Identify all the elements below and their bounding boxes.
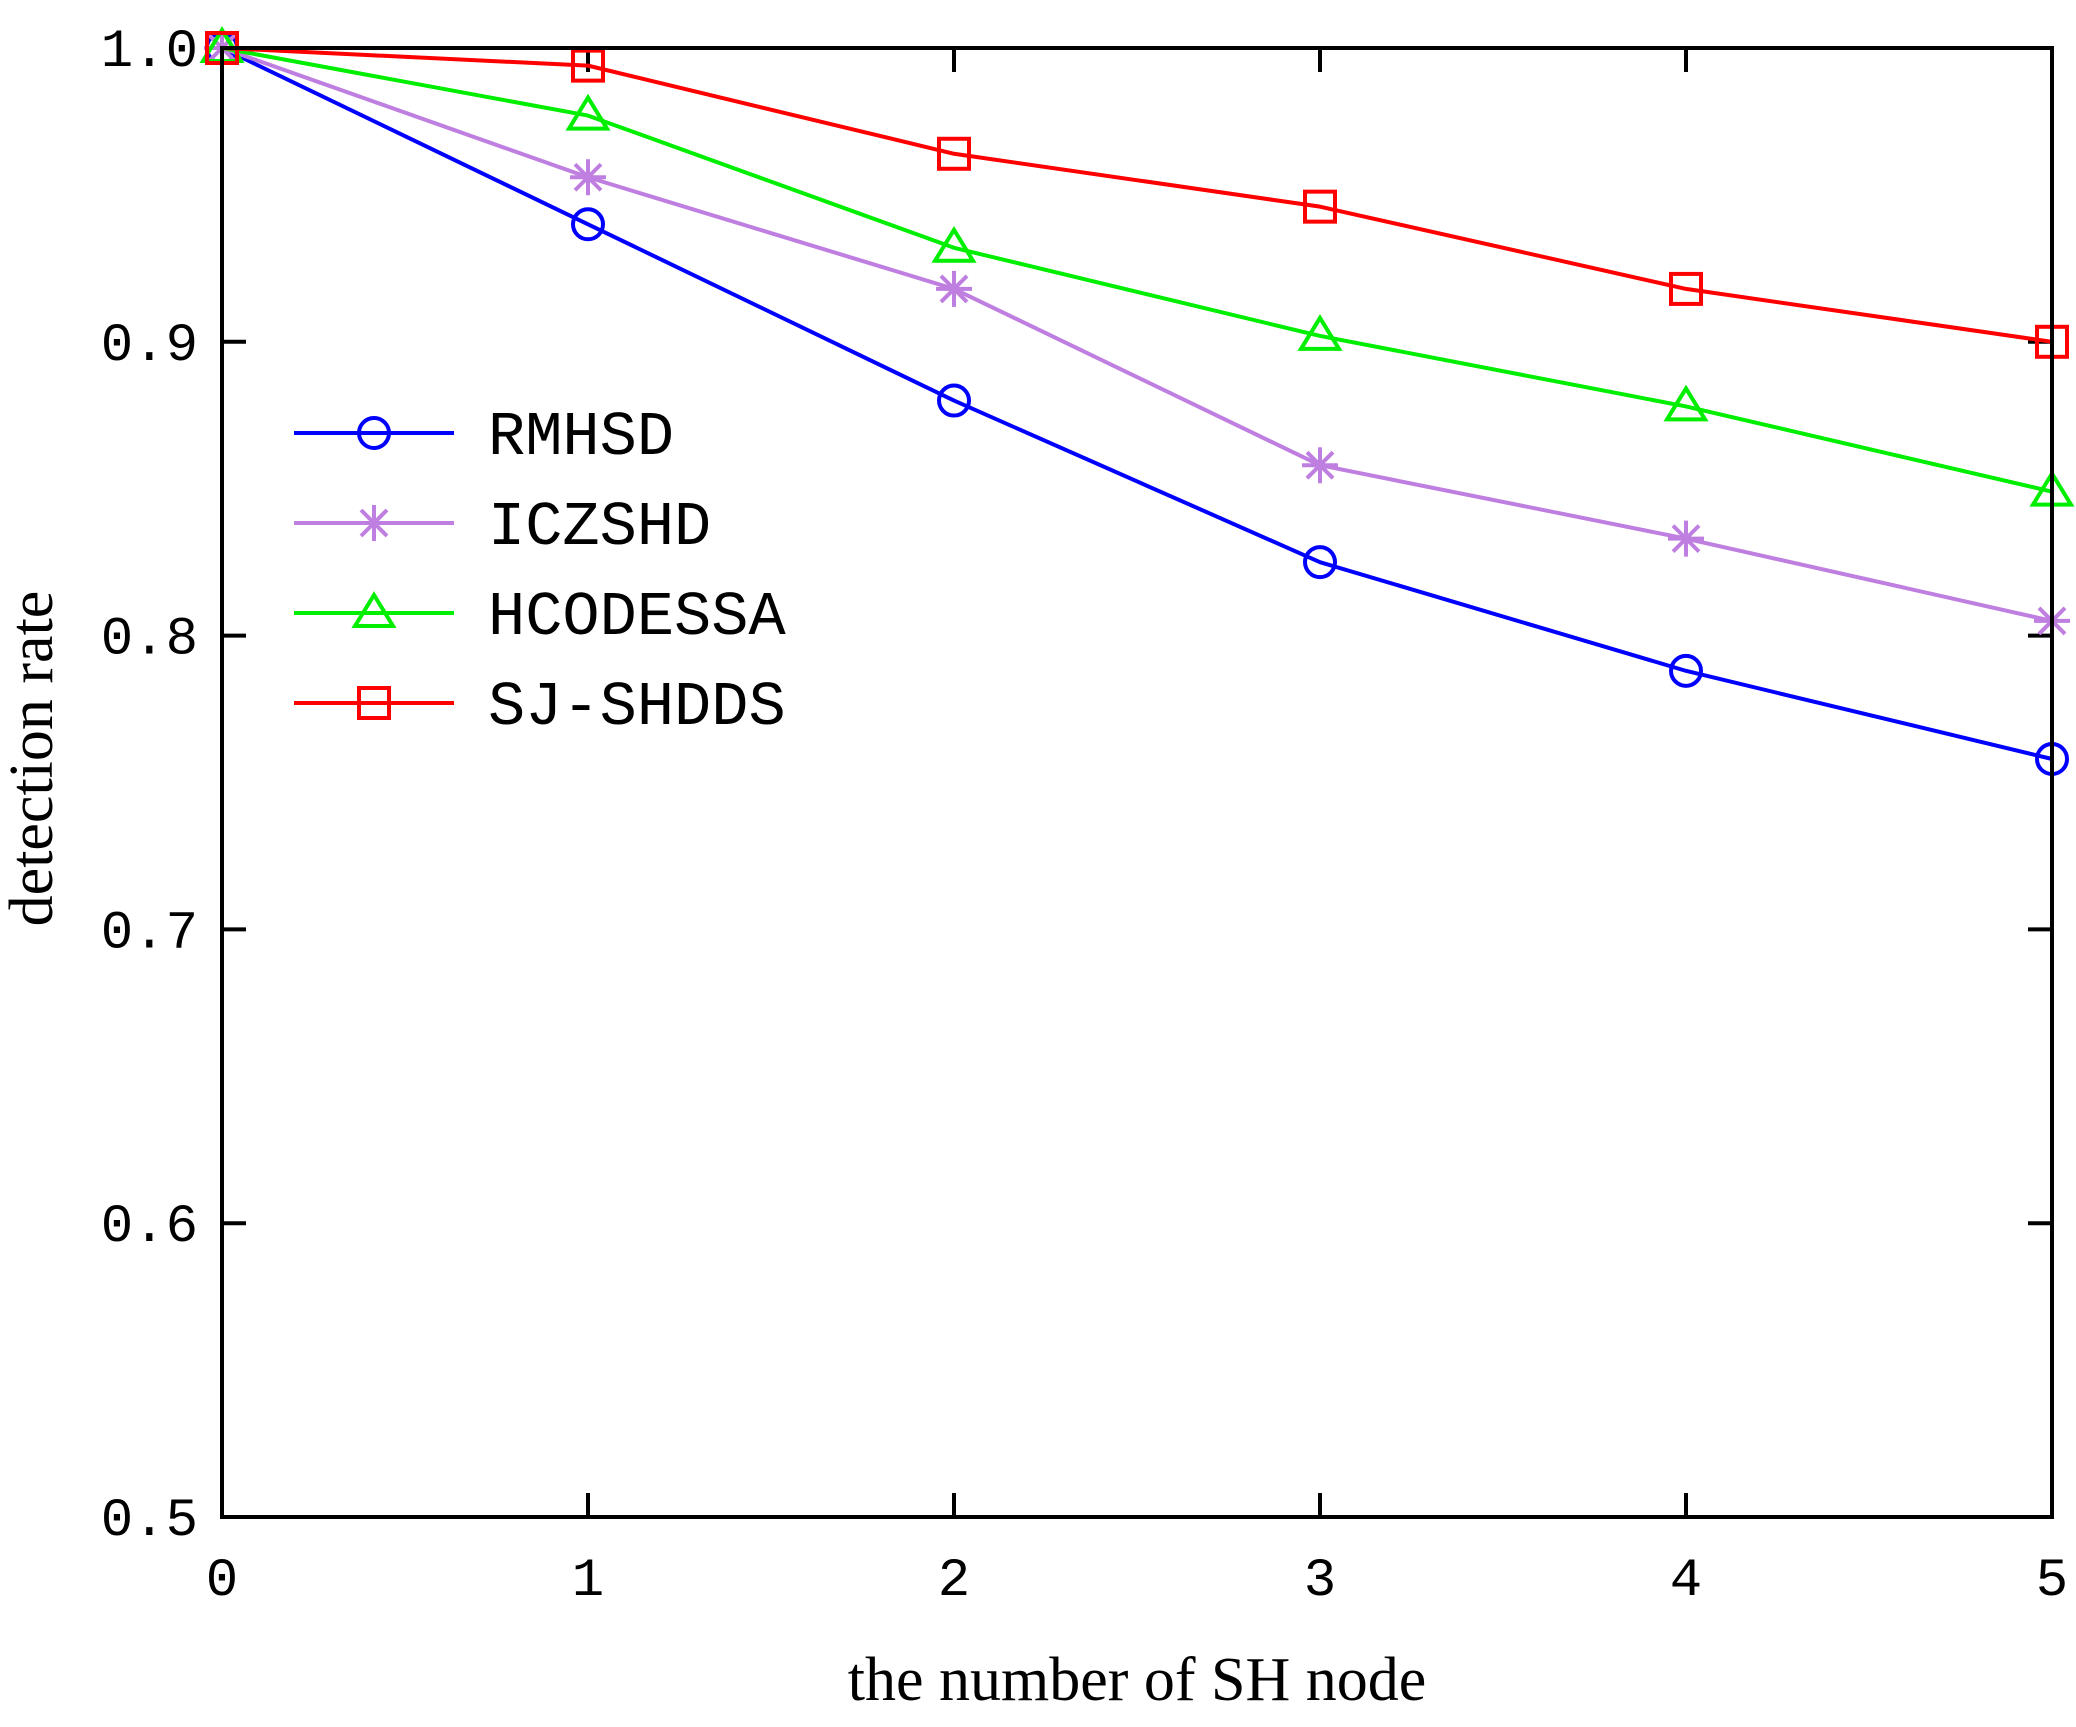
legend-label: RMHSD: [488, 402, 674, 473]
x-tick-label: 3: [1304, 1551, 1336, 1612]
data-point-iczshd: [936, 270, 972, 307]
legend: RMHSD ICZSHD HCODESSA SJ-SHDDS: [294, 402, 786, 743]
legend-item-hcodessa: HCODESSA: [294, 582, 786, 653]
x-tick-label: 5: [2036, 1551, 2068, 1612]
legend-marker: [357, 686, 391, 720]
series-line-rmhsd: [221, 46, 2053, 761]
y-tick-label: 0.9: [101, 316, 198, 377]
x-tick-label: 1: [572, 1551, 604, 1612]
plot-series: [199, 26, 2075, 776]
legend-label: HCODESSA: [488, 582, 786, 653]
legend-marker: [351, 591, 397, 628]
data-point-rmhsd: [937, 383, 971, 418]
data-point-sj-shdds: [1669, 271, 1703, 306]
legend-marker: [357, 416, 391, 450]
data-point-rmhsd: [1669, 653, 1703, 688]
legend-item-rmhsd: RMHSD: [294, 402, 674, 473]
y-tick-label: 1.0: [101, 22, 198, 83]
data-point-hcodessa: [1297, 314, 1343, 351]
data-point-hcodessa: [1663, 384, 1709, 422]
data-point-sj-shdds: [937, 136, 971, 171]
legend-label: SJ-SHDDS: [488, 672, 786, 743]
data-point-iczshd: [1302, 447, 1338, 484]
legend-item-sj-shdds: SJ-SHDDS: [294, 672, 786, 743]
series-line-hcodessa: [221, 46, 2053, 494]
legend-label: ICZSHD: [488, 492, 711, 563]
x-axis-title: the number of SH node: [848, 1646, 1427, 1714]
series-line-iczshd: [221, 46, 2053, 623]
data-point-sj-shdds: [1303, 189, 1337, 224]
plot-frame: [220, 46, 2054, 1519]
y-tick-label: 0.8: [101, 610, 198, 671]
y-tick-labels: 0.5 0.6 0.7 0.8 0.9 1.0: [101, 22, 198, 1552]
legend-marker: [356, 505, 392, 541]
data-point-hcodessa: [931, 225, 977, 263]
y-tick-label: 0.5: [101, 1491, 198, 1552]
data-point-hcodessa: [565, 93, 611, 131]
data-point-iczshd: [1668, 520, 1704, 557]
data-point-rmhsd: [1303, 545, 1337, 580]
y-axis-title: detection rate: [0, 591, 66, 927]
x-tick-label: 4: [1670, 1551, 1702, 1612]
x-tick-label: 2: [938, 1551, 970, 1612]
y-tick-label: 0.6: [101, 1197, 198, 1258]
x-tick-labels: 0 1 2 3 4 5: [206, 1551, 2068, 1612]
data-point-sj-shdds: [571, 48, 605, 83]
series-line-sj-shdds: [221, 46, 2053, 344]
series-hcodessa: [199, 26, 2075, 507]
data-point-rmhsd: [571, 207, 605, 242]
legend-item-iczshd: ICZSHD: [294, 492, 711, 563]
y-tick-label: 0.7: [101, 903, 198, 964]
data-point-iczshd: [570, 159, 606, 196]
x-tick-label: 0: [206, 1551, 238, 1612]
